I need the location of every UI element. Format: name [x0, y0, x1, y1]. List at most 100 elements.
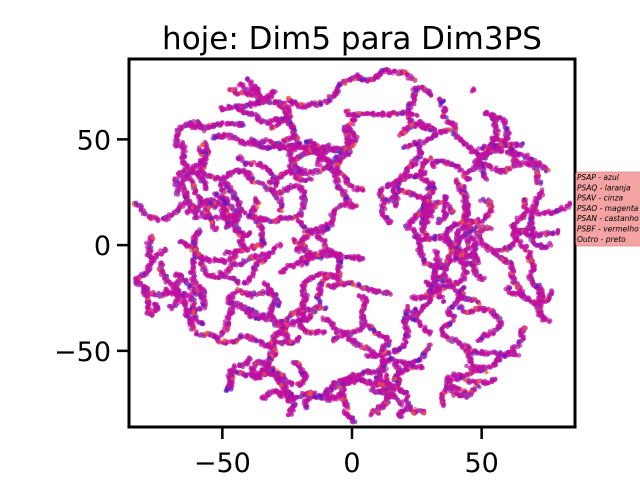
scatter-point [199, 321, 205, 326]
scatter-point [551, 230, 556, 235]
scatter-point [384, 67, 389, 72]
scatter-point [238, 262, 244, 268]
scatter-point [473, 349, 479, 354]
scatter-point [222, 200, 228, 206]
scatter-point [279, 203, 284, 209]
scatter-point [302, 291, 308, 297]
scatter-point [442, 114, 447, 120]
scatter-point [203, 303, 208, 309]
scatter-point [420, 365, 425, 371]
scatter-point [192, 190, 197, 196]
scatter-point [286, 95, 292, 101]
scatter-point [318, 163, 323, 168]
scatter-point [470, 87, 476, 93]
scatter-point [231, 205, 236, 210]
scatter-point [415, 113, 420, 119]
scatter-point [375, 112, 380, 117]
scatter-point [227, 251, 233, 256]
scatter-point [220, 330, 225, 335]
scatter-point [227, 301, 233, 307]
scatter-point [484, 177, 490, 182]
scatter-point [345, 337, 351, 342]
scatter-point [236, 248, 242, 254]
scatter-point [248, 366, 254, 371]
scatter-point [242, 305, 248, 310]
scatter-point [238, 370, 243, 375]
scatter-point [418, 322, 424, 328]
scatter-point [315, 167, 321, 173]
scatter-point [335, 274, 340, 280]
scatter-point [427, 332, 432, 337]
scatter-point [249, 79, 255, 84]
scatter-point [267, 145, 272, 151]
scatter-point [371, 110, 376, 116]
scatter-point [515, 285, 520, 290]
scatter-point [310, 275, 316, 281]
scatter-point [246, 308, 252, 313]
scatter-point [238, 122, 244, 127]
scatter-point [421, 410, 427, 416]
scatter-point [173, 190, 179, 195]
scatter-point [295, 136, 301, 141]
scatter-point [133, 279, 138, 285]
scatter-point [394, 112, 400, 117]
scatter-point [305, 102, 311, 107]
scatter-point [192, 297, 197, 303]
scatter-point [524, 243, 529, 249]
scatter-point [518, 238, 524, 244]
scatter-point [228, 121, 233, 126]
scatter-point [527, 249, 532, 255]
scatter-point [409, 111, 415, 116]
scatter-point [310, 308, 316, 313]
scatter-point [246, 257, 251, 263]
scatter-point [253, 309, 258, 315]
chart-title: hoje: Dim5 para Dim3PS [162, 21, 542, 57]
scatter-point [322, 272, 328, 278]
scatter-point [226, 316, 232, 321]
scatter-point [538, 232, 543, 237]
scatter-point [293, 360, 298, 365]
scatter-point [510, 224, 516, 229]
scatter-point [318, 101, 324, 106]
scatter-point [245, 110, 251, 116]
scatter-point [403, 111, 409, 116]
scatter-point [226, 224, 232, 229]
scatter-point [298, 101, 304, 107]
scatter-point [279, 208, 285, 214]
scatter-point [431, 132, 437, 138]
scatter-point [255, 243, 260, 248]
scatter-point [489, 226, 495, 232]
scatter-point [513, 234, 519, 240]
scatter-point [364, 299, 370, 305]
scatter-point [516, 353, 522, 358]
scatter-point [409, 100, 414, 106]
scatter-point [305, 318, 310, 324]
scatter-point [437, 130, 443, 135]
scatter-points [131, 67, 573, 425]
scatter-point [192, 260, 197, 265]
scatter-point [368, 412, 374, 418]
scatter-point [348, 332, 354, 338]
scatter-point [219, 120, 225, 126]
scatter-point [343, 109, 349, 114]
scatter-point [484, 369, 489, 375]
scatter-point [289, 380, 294, 386]
scatter-point [246, 232, 252, 237]
scatter-point [253, 113, 259, 118]
scatter-point [228, 218, 234, 223]
scatter-point [555, 227, 561, 233]
scatter-point [365, 111, 370, 117]
scatter-point [514, 215, 520, 221]
scatter-point [330, 275, 335, 280]
scatter-point [464, 395, 470, 400]
scatter-point [387, 70, 393, 76]
scatter-point [403, 143, 408, 149]
scatter-point [452, 242, 458, 247]
scatter-point [524, 209, 530, 214]
scatter-point [457, 387, 462, 392]
scatter-point [497, 247, 503, 253]
scatter-point [438, 101, 444, 106]
scatter-point [213, 204, 219, 209]
scatter-point [425, 137, 431, 142]
